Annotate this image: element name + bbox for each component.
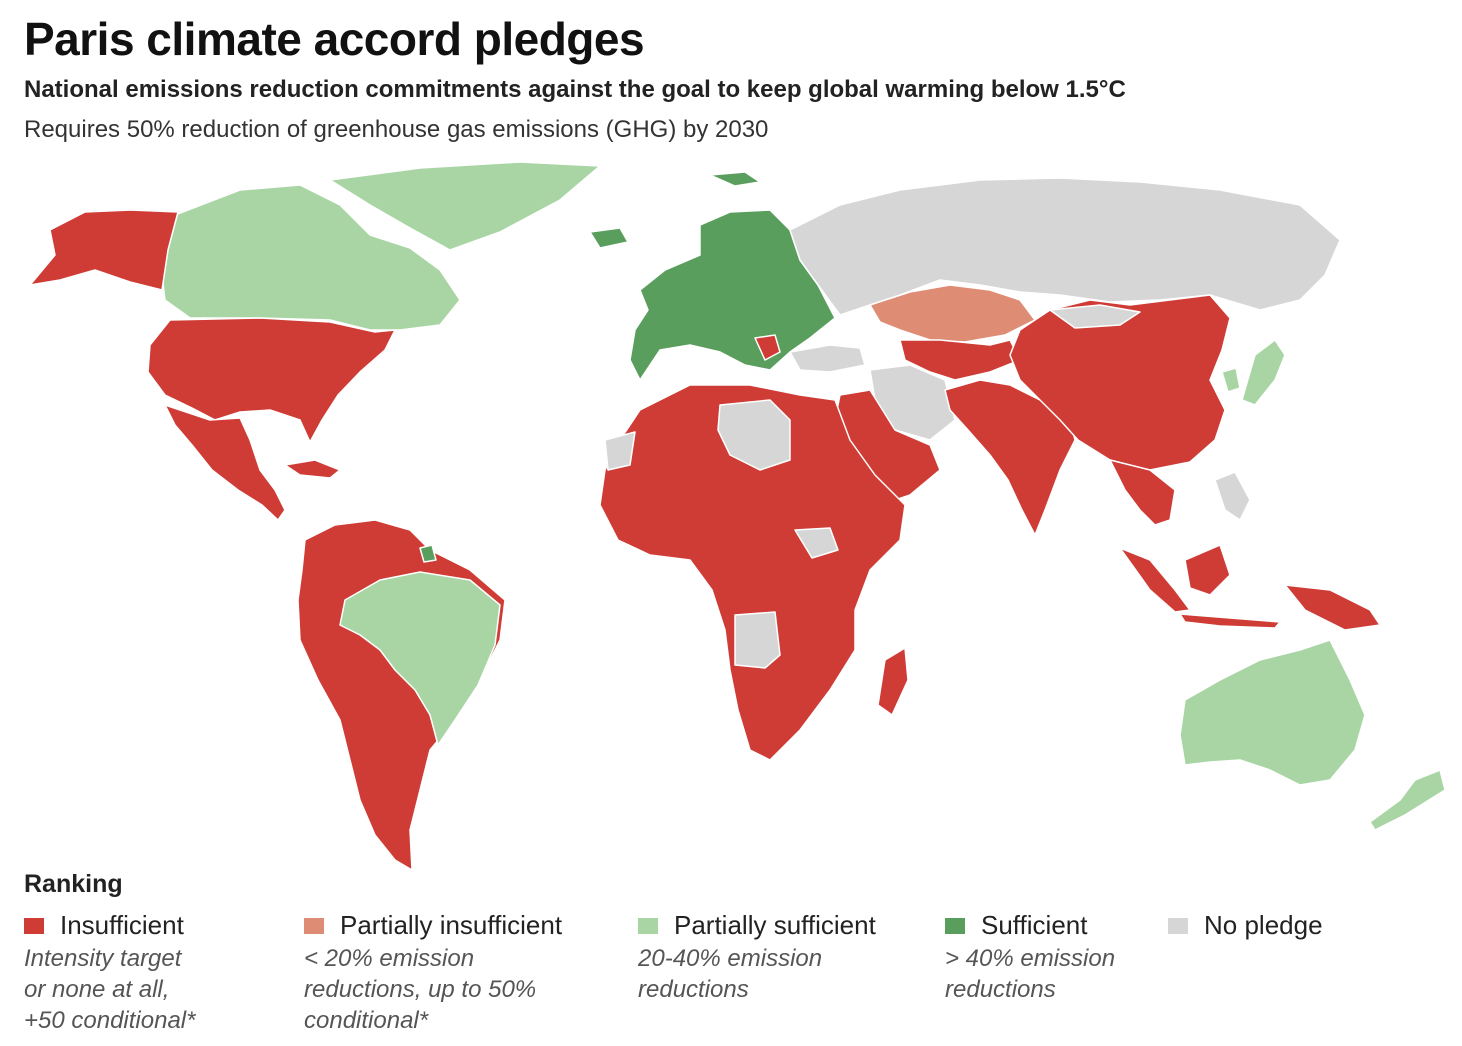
region-guyana [419, 544, 437, 563]
legend-label: Insufficient [60, 910, 184, 940]
region-borneo [1184, 544, 1231, 596]
legend-desc: Intensity target or none at all, +50 con… [24, 945, 196, 1034]
region-turkey [789, 344, 866, 373]
region-brazil [339, 571, 501, 746]
region-south-america [297, 519, 506, 871]
region-balkans [754, 334, 781, 361]
legend-item-insufficient: Insufficient Intensity target or none at… [24, 910, 195, 1036]
map-subtitle: National emissions reduction commitments… [24, 76, 1126, 103]
region-korea [1221, 367, 1241, 393]
region-australia [1179, 639, 1366, 786]
region-kazakhstan [869, 284, 1036, 343]
region-mexico [164, 404, 286, 521]
region-russia [789, 177, 1341, 316]
legend-item-partially-insufficient: Partially insufficient < 20% emission re… [304, 910, 562, 1036]
region-greenland [329, 161, 601, 251]
legend-desc: 20-40% emission reductions [638, 945, 823, 1003]
map-note: Requires 50% reduction of greenhouse gas… [24, 116, 769, 143]
region-sumatra [1119, 547, 1191, 613]
legend-label: No pledge [1204, 910, 1323, 940]
legend-title: Ranking [24, 870, 123, 898]
region-africa [599, 384, 906, 761]
region-caribbean [284, 459, 341, 479]
swatch-partially-sufficient [638, 917, 658, 934]
region-philippines [1214, 471, 1251, 521]
swatch-insufficient [24, 917, 44, 934]
legend-desc: > 40% emission reductions [945, 945, 1116, 1003]
region-mongolia [1049, 304, 1141, 329]
region-alaska [29, 209, 179, 291]
map-title: Paris climate accord pledges [24, 13, 645, 65]
swatch-sufficient [945, 917, 965, 934]
region-south-sudan [794, 527, 839, 559]
region-china [1009, 294, 1231, 471]
region-iceland [589, 227, 629, 249]
region-madagascar [877, 647, 909, 716]
region-new-zealand [1369, 769, 1446, 831]
legend-label: Sufficient [981, 910, 1088, 940]
legend-item-partially-sufficient: Partially sufficient 20-40% emission red… [638, 910, 876, 1005]
region-svalbard [709, 171, 761, 187]
region-algeria [717, 399, 791, 471]
world-map [29, 161, 1446, 871]
region-canada [159, 184, 461, 331]
legend-label: Partially sufficient [674, 910, 876, 940]
swatch-partially-insufficient [304, 917, 324, 934]
legend-label: Partially insufficient [340, 910, 563, 940]
legend-item-sufficient: Sufficient > 40% emission reductions [945, 910, 1115, 1005]
region-usa [147, 317, 396, 443]
region-europe [629, 209, 836, 381]
legend-desc: < 20% emission reductions, up to 50% con… [304, 945, 537, 1034]
region-png [1284, 584, 1381, 631]
region-angola [734, 611, 781, 669]
region-japan [1241, 339, 1286, 406]
region-java [1179, 613, 1281, 629]
region-se-asia [1109, 459, 1176, 526]
legend-item-no-pledge: No pledge [1168, 910, 1323, 941]
region-central-asia [899, 339, 1021, 381]
swatch-no-pledge [1168, 917, 1188, 934]
region-india [944, 379, 1076, 536]
region-western-sahara [604, 431, 636, 471]
